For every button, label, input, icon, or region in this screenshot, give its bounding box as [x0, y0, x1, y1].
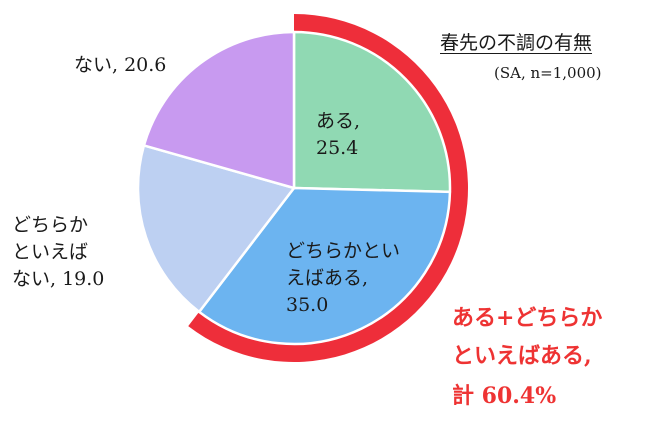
highlight-label-line-1: ある+どちらか [452, 305, 603, 331]
slice-label-nai-value: ない, 20.6 [74, 54, 167, 76]
slice-label-aru: ある, 25.4 [316, 108, 360, 162]
slice-label-dochiraka-aru-line-2: えばある, [286, 267, 369, 289]
pie-slice-0 [292, 30, 452, 194]
slice-label-dochiraka-aru-line-1: どちらかとい [286, 240, 401, 262]
pie-slice-2 [136, 144, 296, 314]
slice-label-aru-value: 25.4 [316, 137, 359, 159]
slice-label-dochiraka-aru: どちらかとい えばある, 35.0 [286, 238, 400, 319]
slice-label-aru-line-1: ある, [316, 110, 361, 132]
highlight-total: 計 60.4% [452, 383, 557, 409]
chart-title: 春先の不調の有無 [440, 32, 593, 54]
slice-label-dochiraka-nai-line-2: といえば [12, 241, 89, 263]
slice-label-dochiraka-nai-line-1: どちらか [12, 214, 89, 236]
highlight-label-line-2: といえばある, [452, 343, 592, 369]
highlight-ring [188, 14, 468, 362]
slice-label-dochiraka-aru-value: 35.0 [286, 294, 329, 316]
slice-label-dochiraka-nai: どちらか といえば ない, 19.0 [12, 212, 104, 293]
pie-slice-3 [142, 30, 296, 190]
chart-subtitle: (SA, n=1,000) [494, 64, 602, 82]
slice-label-nai: ない, 20.6 [74, 52, 166, 79]
pie-slice-1 [197, 186, 452, 346]
slice-label-dochiraka-nai-value: ない, 19.0 [12, 268, 105, 290]
